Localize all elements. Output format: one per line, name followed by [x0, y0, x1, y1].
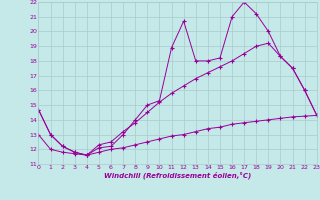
X-axis label: Windchill (Refroidissement éolien,°C): Windchill (Refroidissement éolien,°C)	[104, 172, 251, 179]
